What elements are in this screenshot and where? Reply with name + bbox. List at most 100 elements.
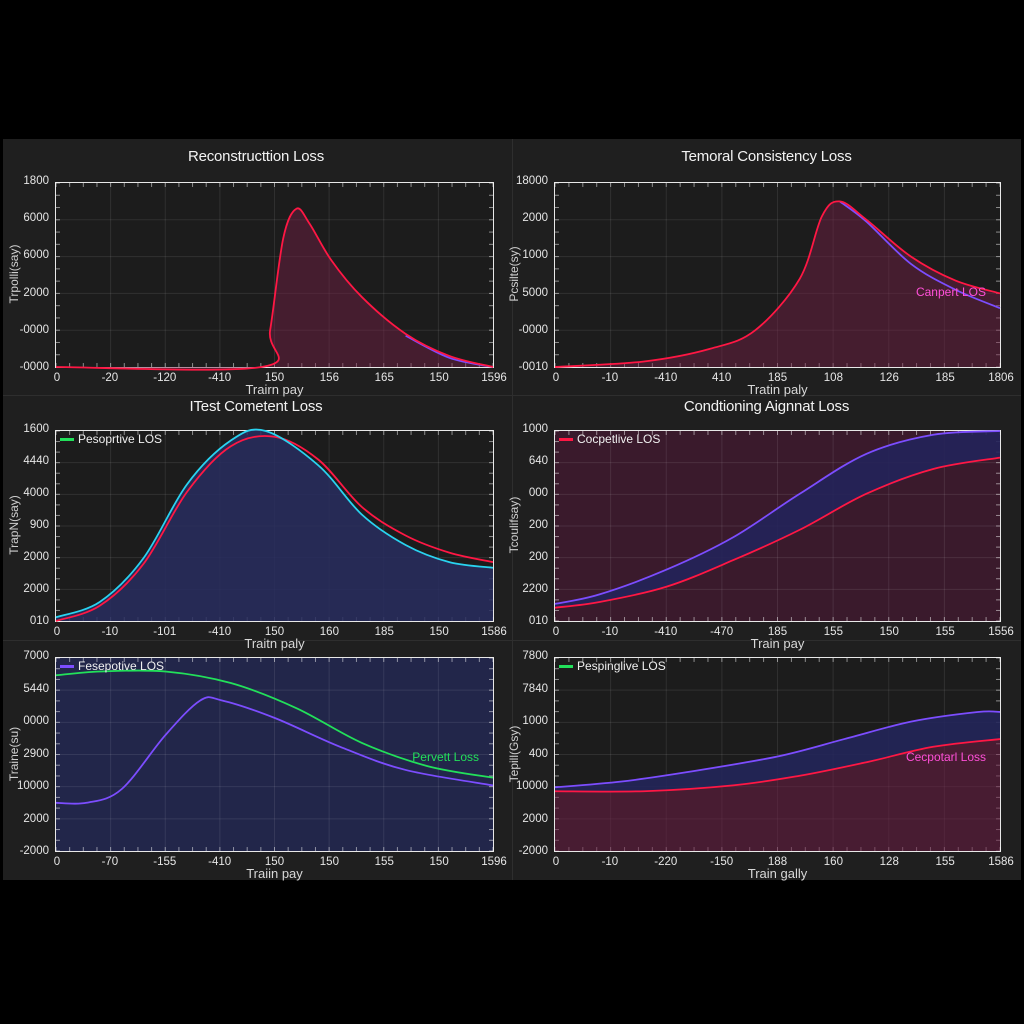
- series-annotation: Pervett Loss: [412, 749, 479, 764]
- row-divider: [3, 395, 1021, 396]
- y-tick-label: 18000: [516, 175, 548, 187]
- series-line-red: [554, 456, 1001, 609]
- x-tick-label: 1596: [481, 856, 507, 868]
- x-tick-label: 1586: [988, 856, 1014, 868]
- legend: Pesoprtive LOS: [60, 432, 162, 446]
- y-tick-label: -0000: [19, 361, 49, 373]
- plot-svg: [55, 182, 494, 371]
- y-tick-label: 000: [528, 487, 548, 499]
- x-tick-label: 1806: [988, 372, 1014, 384]
- x-tick-label: 188: [767, 856, 788, 868]
- y-tick-label: 640: [528, 455, 548, 467]
- plot-svg: [55, 428, 494, 622]
- y-axis-label: Tepill(Gsy): [507, 725, 521, 782]
- x-tick-label: -410: [654, 372, 678, 384]
- y-tick-label: 1000: [522, 249, 548, 262]
- x-tick-label: 150: [264, 856, 285, 868]
- series-line-red: [554, 200, 1001, 368]
- series-line-cyan: [55, 428, 494, 619]
- x-tick-label: 128: [879, 856, 899, 868]
- plot-svg: [554, 657, 1001, 852]
- y-tick-label: 2000: [23, 583, 49, 595]
- x-tick-label: 155: [374, 856, 394, 868]
- plot-svg: [55, 657, 494, 852]
- y-tick-label: 7840: [522, 682, 548, 695]
- x-tick-label: 126: [879, 372, 899, 384]
- y-tick-label: -2000: [518, 845, 548, 857]
- x-tick-label: 1596: [481, 372, 507, 384]
- series-line-green: [55, 669, 494, 779]
- legend: Pespinglive LOS: [559, 659, 666, 673]
- series-annotation: Cecpotarl Loss: [905, 749, 986, 764]
- x-tick-label: -410: [208, 856, 232, 868]
- legend-swatch-icon: [559, 437, 573, 441]
- x-tick-label: -410: [208, 372, 232, 384]
- y-tick-label: 5440: [23, 682, 49, 695]
- x-tick-label: 0: [552, 626, 560, 638]
- x-axis-label: Train gally: [747, 866, 808, 881]
- legend: Cocpetlive LOS: [559, 432, 660, 446]
- x-tick-label: 185: [374, 626, 394, 638]
- x-tick-label: 185: [767, 626, 788, 638]
- chart-title: ITest Cometent Loss: [189, 398, 323, 415]
- x-tick-label: 165: [374, 372, 394, 384]
- x-tick-label: -70: [101, 856, 119, 868]
- chart-title: Condtioning Aignnat Loss: [683, 398, 850, 415]
- x-tick-label: -10: [601, 856, 619, 868]
- x-tick-label: 156: [319, 372, 339, 384]
- x-axis-label: Train pay: [750, 636, 805, 651]
- plot-area: Pespinglive LOS Cecpotarl Loss: [554, 657, 1001, 852]
- series-line-red: [55, 435, 494, 622]
- x-tick-label: 0: [552, 856, 560, 868]
- y-tick-label: 010: [29, 615, 49, 627]
- legend-swatch-icon: [60, 437, 74, 441]
- y-tick-label: 7800: [522, 650, 548, 662]
- x-tick-label: -20: [101, 372, 119, 384]
- legend-label: Cocpetlive LOS: [577, 432, 661, 446]
- x-tick-label: 410: [712, 372, 732, 384]
- plot-area: Fesepotive LOS Pervett Loss: [55, 657, 494, 852]
- y-tick-label: 5000: [522, 286, 548, 299]
- y-tick-label: 0000: [23, 715, 49, 727]
- x-tick-label: 108: [823, 372, 843, 384]
- x-tick-label: -10: [601, 626, 619, 638]
- y-tick-label: 2200: [522, 583, 548, 595]
- y-tick-label: 6000: [23, 249, 49, 262]
- y-tick-label: -0000: [19, 323, 49, 336]
- x-tick-label: -470: [710, 626, 734, 638]
- x-tick-label: 185: [935, 372, 955, 384]
- plot-area: Pesoprtive LOS: [55, 428, 494, 622]
- row-divider: [3, 640, 1021, 641]
- y-tick-label: -2000: [19, 845, 49, 857]
- x-tick-label: 150: [879, 626, 899, 638]
- x-tick-label: 0: [552, 372, 560, 384]
- y-tick-label: 4440: [23, 455, 49, 467]
- plot-area: [55, 182, 494, 371]
- x-tick-label: -220: [654, 856, 678, 868]
- x-tick-label: 1586: [481, 626, 507, 638]
- x-axis-label: Traiin pay: [246, 866, 303, 881]
- legend-swatch-icon: [60, 664, 74, 668]
- x-axis-label: Tratin paly: [747, 382, 808, 397]
- x-tick-label: -10: [101, 626, 119, 638]
- x-tick-label: 155: [823, 626, 843, 638]
- y-axis-label: TrapN(say): [7, 495, 21, 555]
- legend-label: Pesoprtive LOS: [78, 432, 163, 446]
- y-tick-label: 1000: [522, 423, 548, 435]
- y-tick-label: 2900: [23, 747, 49, 760]
- x-tick-label: 160: [823, 856, 843, 868]
- x-tick-label: 150: [429, 856, 449, 868]
- x-tick-label: 0: [53, 372, 61, 384]
- x-tick-label: 1556: [988, 626, 1014, 638]
- y-tick-label: 2000: [23, 812, 49, 825]
- y-tick-label: 200: [528, 519, 548, 531]
- y-tick-label: 10000: [516, 780, 548, 792]
- legend-label: Fesepotive LOS: [78, 659, 165, 673]
- x-tick-label: 155: [935, 856, 955, 868]
- y-axis-label: Pcsilte(sy): [507, 246, 521, 302]
- x-axis-label: Trairn pay: [245, 382, 304, 397]
- x-tick-label: 150: [429, 626, 449, 638]
- legend-swatch-icon: [559, 664, 573, 668]
- y-tick-label: 400: [528, 747, 548, 760]
- y-tick-label: 2000: [522, 212, 548, 225]
